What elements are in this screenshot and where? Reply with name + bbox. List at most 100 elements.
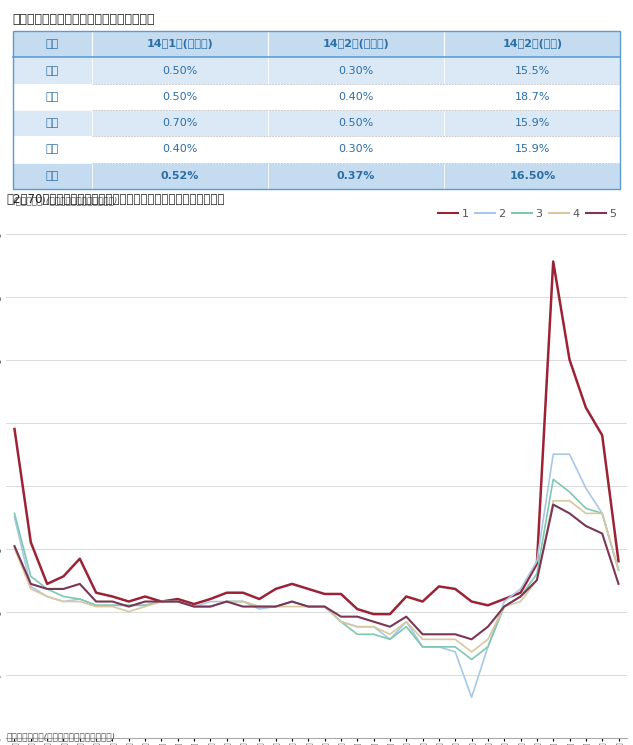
Bar [92,110,268,136]
3 [272,602,280,611]
1 [174,595,182,603]
1 [158,597,165,606]
Text: 深圳: 深圳 [46,145,59,154]
Bar [92,136,268,162]
2 [403,617,410,626]
1 [223,589,230,597]
Text: 图2：70个大中城市住宅销售价格环比变动情况（按城市等级划分）: 图2：70个大中城市住宅销售价格环比变动情况（按城市等级划分） [6,194,225,206]
5 [451,630,459,638]
4 [451,635,459,644]
4 [158,597,165,606]
1 [517,589,524,597]
4 [353,622,361,631]
5 [43,585,51,594]
Line: 2: 2 [15,454,618,697]
4 [435,635,442,644]
5 [256,602,263,611]
2 [256,605,263,614]
1 [403,592,410,601]
Bar [268,57,444,83]
Text: （国家发改委）(第一太平戴维斯市场研究部): （国家发改委）(第一太平戴维斯市场研究部) [6,732,115,741]
5 [353,612,361,621]
5 [288,597,296,606]
2 [191,602,198,611]
1 [468,597,475,606]
1 [321,589,329,598]
Line: 3: 3 [15,479,618,659]
Text: 15.9%: 15.9% [515,118,550,128]
Text: 0.50%: 0.50% [339,118,373,128]
4 [191,602,198,611]
4 [566,496,573,505]
3 [288,597,296,606]
1 [484,600,492,609]
Text: 0.50%: 0.50% [162,66,197,75]
Text: (国家发改委)(第一太平戴维斯市场研究部): (国家发改委)(第一太平戴维斯市场研究部) [13,197,118,206]
4 [272,602,280,611]
4 [109,602,116,611]
4 [256,602,263,611]
Text: 广州: 广州 [46,118,59,128]
5 [468,635,475,644]
3 [403,622,410,631]
2 [76,595,84,603]
3 [223,597,230,606]
Line: 5: 5 [15,504,618,639]
3 [484,642,492,651]
Bar [268,31,444,57]
5 [11,542,18,551]
1 [206,595,214,603]
5 [484,622,492,631]
5 [549,500,557,509]
Text: 0.52%: 0.52% [161,171,199,181]
1 [125,597,132,606]
2 [566,450,573,459]
2 [468,693,475,702]
1 [256,595,263,603]
5 [109,597,116,606]
4 [386,630,394,638]
4 [582,509,590,518]
Text: 北京: 北京 [46,66,59,75]
3 [174,597,182,606]
2 [27,582,35,591]
5 [239,602,247,611]
1 [353,605,361,614]
Bar [13,136,92,162]
Bar [13,31,620,188]
3 [304,602,312,611]
Bar [13,31,92,57]
5 [598,529,606,538]
2 [304,602,312,611]
2 [598,509,606,518]
5 [206,602,214,611]
2 [419,642,427,651]
Bar [268,162,444,188]
2 [451,647,459,656]
5 [304,602,312,611]
2 [141,600,149,609]
1 [337,589,345,598]
3 [566,487,573,496]
Text: 平均: 平均 [46,171,59,181]
1 [370,609,377,618]
5 [403,612,410,621]
3 [109,600,116,609]
1 [239,589,247,597]
3 [615,565,622,574]
5 [141,597,149,606]
2 [337,617,345,626]
Legend: 1, 2, 3, 4, 5: 1, 2, 3, 4, 5 [434,204,621,223]
Text: 0.70%: 0.70% [162,118,197,128]
5 [60,585,67,594]
2 [549,450,557,459]
1 [582,403,590,412]
3 [533,569,541,578]
Bar [268,136,444,162]
2 [370,622,377,631]
1 [598,431,606,440]
Text: 15.5%: 15.5% [515,66,550,75]
Text: 0.30%: 0.30% [339,145,373,154]
3 [370,630,377,638]
1 [386,609,394,618]
